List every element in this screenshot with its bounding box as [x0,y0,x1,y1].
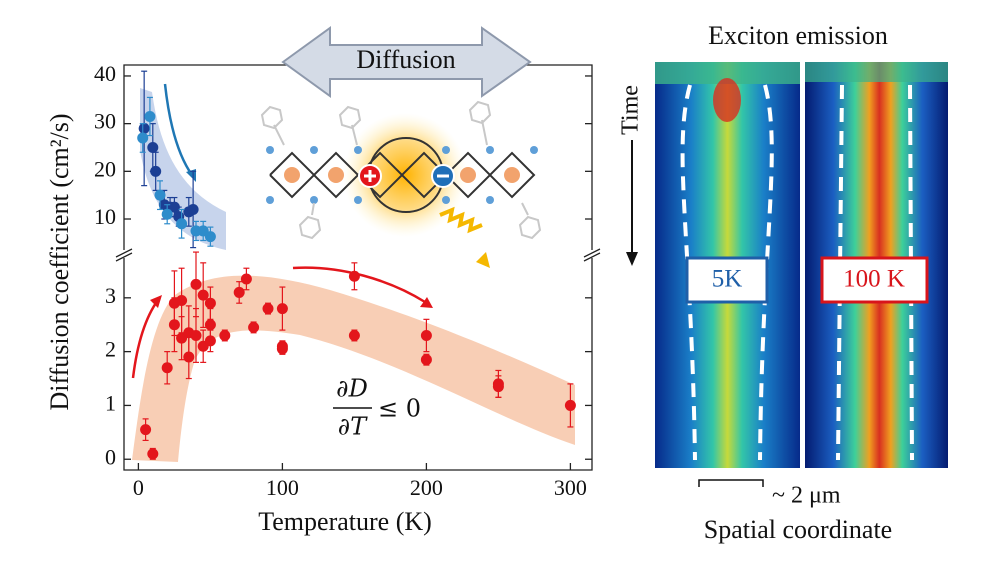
point [176,218,188,230]
scale-label: ~ 2 μm [772,483,841,509]
point [161,362,173,374]
point [276,343,288,355]
formula-numerator: ∂D [336,375,368,403]
point [262,303,274,315]
x-tick-label: 0 [133,475,144,500]
molecule [260,100,542,268]
point [190,278,202,290]
point [154,189,166,201]
arrowhead [150,295,162,308]
point [204,319,216,331]
point [233,286,245,298]
point [564,399,576,411]
point [150,165,162,177]
formula: ∂D ∂T ≤ 0 [333,375,421,441]
point [168,201,180,213]
trend-arrow [163,83,194,176]
panel-label: 100 K [843,266,905,293]
formula-relation: ≤ 0 [378,395,421,423]
formula-denominator: ∂T [338,413,368,441]
point [248,321,260,333]
point [204,231,216,243]
emission-images [626,62,948,487]
arrowhead [420,297,433,308]
point [204,297,216,309]
point [161,208,173,220]
x-tick-label: 300 [554,475,587,500]
point [276,303,288,315]
x-tick-label: 100 [266,475,299,500]
y-tick-label: 20 [94,156,116,181]
point [138,122,150,134]
y-axis-label: Diffusion coefficient (cm²/s) [45,113,74,410]
point [168,319,180,331]
x-tick-label: 200 [410,475,443,500]
x-axis-label: Temperature (K) [258,507,432,536]
point [240,273,252,285]
y-tick-label: 40 [94,61,116,86]
point [420,354,432,366]
point [348,270,360,282]
trend-band [132,275,575,462]
y-tick-label: 2 [105,337,116,362]
point [197,289,209,301]
point [492,381,504,393]
point [204,335,216,347]
trend-band [140,88,226,250]
emission-title: Exciton emission [708,21,888,50]
y-tick-label: 30 [94,109,116,134]
diffusion-arrow [281,26,532,98]
point [348,329,360,341]
y-tick-label: 0 [105,444,116,469]
time-label: Time [618,85,644,135]
panel-label: 5K [712,266,743,293]
point [147,448,159,460]
point [420,329,432,341]
point [144,110,156,122]
point [137,132,149,144]
point [190,329,202,341]
point [140,424,152,436]
emission-x-label: Spatial coordinate [704,515,892,544]
point [219,329,231,341]
point [147,141,159,153]
y-tick-label: 10 [94,204,116,229]
point [176,295,188,307]
y-tick-label: 1 [105,390,116,415]
point [183,351,195,363]
diffusion-label: Diffusion [356,45,455,74]
trend-arrow [131,299,160,379]
y-tick-label: 3 [105,283,116,308]
point [187,203,199,215]
trend-arrow [292,266,426,304]
